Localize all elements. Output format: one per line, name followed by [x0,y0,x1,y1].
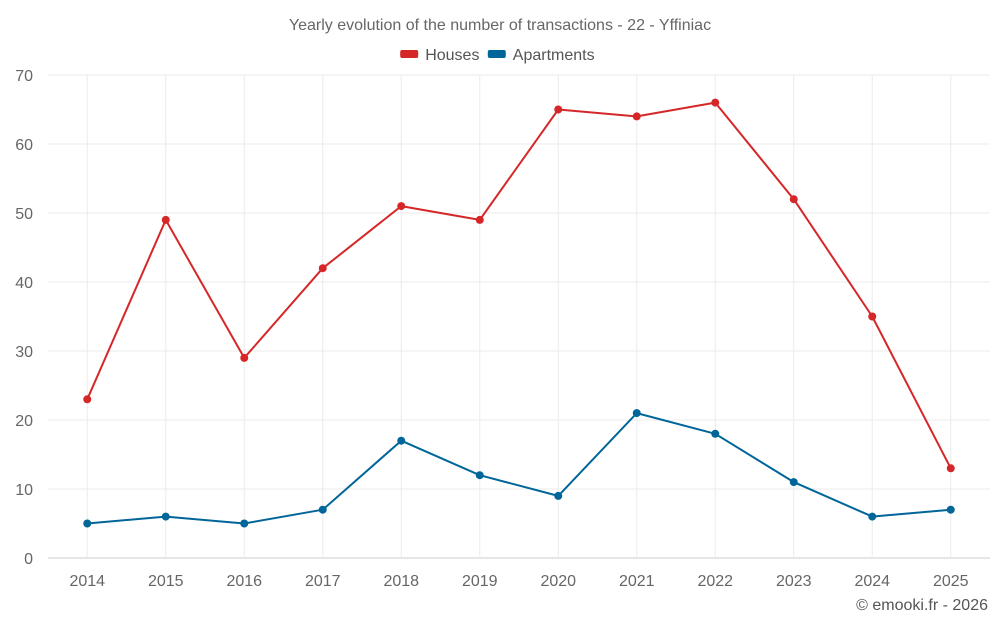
y-tick-label: 70 [15,68,33,85]
data-point-apartments[interactable] [83,519,92,528]
data-point-apartments[interactable] [240,519,249,528]
data-point-houses[interactable] [632,112,641,121]
data-point-apartments[interactable] [632,409,641,418]
credit-text: © emooki.fr - 2026 [856,597,988,614]
y-tick-label: 50 [15,206,33,223]
x-tick-label: 2017 [305,573,341,590]
data-point-apartments[interactable] [318,505,327,514]
legend-item-houses[interactable]: Houses [400,47,479,64]
x-tick-label: 2024 [854,573,890,590]
y-axis: 0 10 20 30 40 50 60 70 [15,68,33,568]
data-point-houses[interactable] [161,215,170,224]
y-tick-label: 10 [15,482,33,499]
data-point-houses[interactable] [475,215,484,224]
y-tick-label: 60 [15,137,33,154]
data-point-apartments[interactable] [397,436,406,445]
legend-label: Apartments [513,47,595,64]
data-point-houses[interactable] [789,195,798,204]
legend-label: Houses [425,47,479,64]
chart-title: Yearly evolution of the number of transa… [289,17,711,34]
y-tick-label: 0 [24,551,33,568]
legend-item-apartments[interactable]: Apartments [487,47,595,64]
data-point-houses[interactable] [946,464,955,473]
x-tick-label: 2020 [540,573,576,590]
series-layer [83,98,955,528]
x-tick-label: 2015 [148,573,184,590]
data-point-apartments[interactable] [868,512,877,521]
data-point-houses[interactable] [240,353,249,362]
series-line-apartments [87,412,951,525]
y-tick-label: 40 [15,275,33,292]
data-point-houses[interactable] [554,105,563,114]
legend-swatch [400,50,419,58]
y-tick-label: 30 [15,344,33,361]
data-point-houses[interactable] [868,312,877,321]
data-point-apartments[interactable] [946,505,955,514]
data-point-apartments[interactable] [475,471,484,480]
x-tick-label: 2019 [462,573,498,590]
x-tick-label: 2016 [226,573,262,590]
x-axis: 2014 2015 2016 2017 2018 2019 2020 2021 2022 2023… [69,573,968,590]
data-point-apartments[interactable] [161,512,170,521]
x-tick-label: 2018 [383,573,419,590]
y-tick-label: 20 [15,413,33,430]
x-tick-label: 2014 [69,573,105,590]
data-point-apartments[interactable] [789,478,798,487]
x-tick-label: 2022 [697,573,733,590]
x-tick-label: 2021 [619,573,655,590]
data-point-houses[interactable] [318,264,327,273]
x-tick-label: 2025 [933,573,969,590]
data-point-houses[interactable] [83,395,92,404]
data-point-houses[interactable] [397,202,406,211]
data-point-apartments[interactable] [554,491,563,500]
data-point-apartments[interactable] [711,429,720,438]
data-point-houses[interactable] [711,98,720,107]
series-line-houses [86,101,952,469]
x-tick-label: 2023 [776,573,812,590]
legend[interactable]: Houses Apartments [400,47,595,64]
legend-swatch [487,50,506,58]
